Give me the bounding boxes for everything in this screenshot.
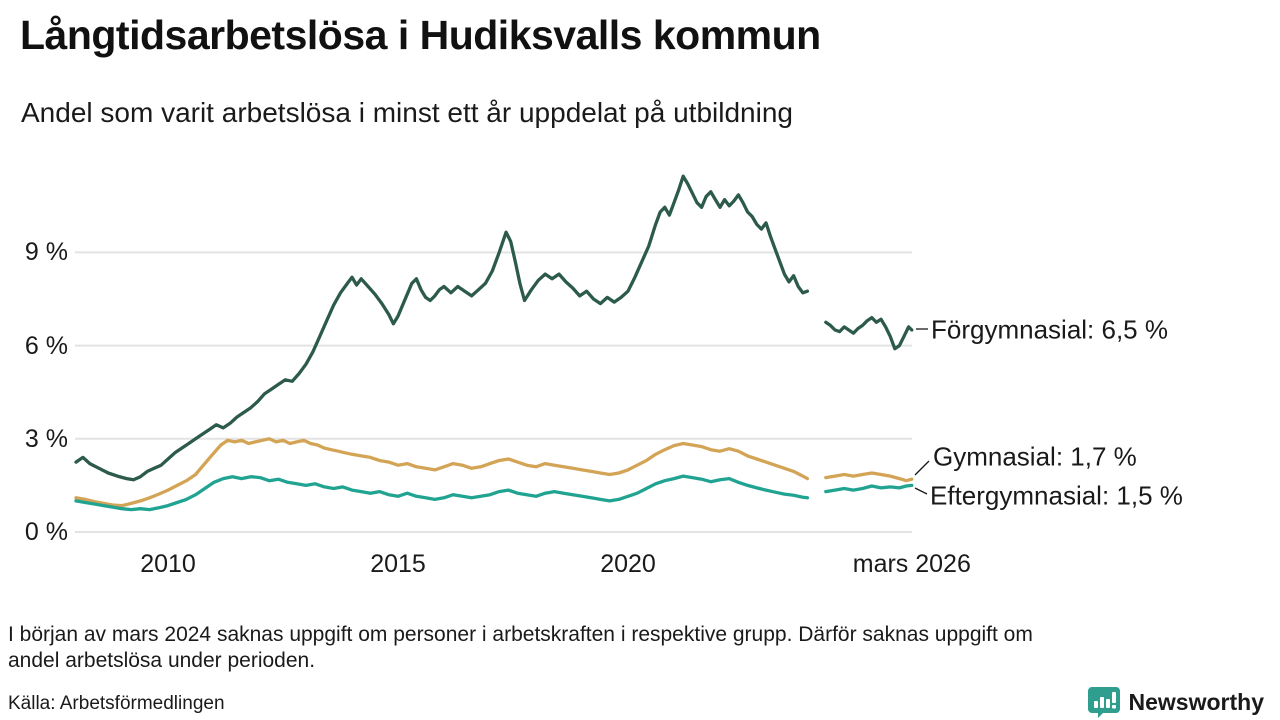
- page-subtitle: Andel som varit arbetslösa i minst ett å…: [21, 97, 793, 128]
- page-title: Långtidsarbetslösa i Hudiksvalls kommun: [20, 12, 821, 58]
- annotation-connector: [914, 487, 928, 495]
- chart-footnote: I början av mars 2024 saknas uppgift om …: [8, 622, 1033, 674]
- series-line-eftergymnasial: [824, 483, 914, 494]
- y-axis-tick-label: 0 %: [24, 518, 68, 546]
- source-note: Källa: Arbetsförmedlingen: [8, 693, 225, 714]
- series-label-förgymnasial: Förgymnasial: 6,5 %: [931, 314, 1168, 345]
- series-line-gymnasial: [74, 437, 810, 508]
- series-line-förgymnasial: [74, 174, 810, 482]
- x-axis-tick-label: 2010: [140, 550, 196, 578]
- newsworthy-logo-text: Newsworthy: [1128, 688, 1264, 715]
- x-axis-tick-label: mars 2026: [852, 550, 971, 578]
- series-label-gymnasial: Gymnasial: 1,7 %: [933, 441, 1137, 472]
- newsworthy-logo: Newsworthy: [1087, 686, 1264, 718]
- series-line-förgymnasial: [824, 315, 914, 351]
- series-line-eftergymnasial: [74, 474, 810, 512]
- y-axis-tick-label: 6 %: [24, 331, 68, 360]
- series-line-gymnasial: [824, 471, 914, 483]
- x-axis-tick-label: 2015: [370, 550, 426, 578]
- annotation-connector: [914, 460, 930, 476]
- series-label-eftergymnasial: Eftergymnasial: 1,5 %: [930, 480, 1183, 511]
- footnote-line-1: I början av mars 2024 saknas uppgift om …: [8, 623, 1033, 646]
- x-axis-tick-label: 2020: [600, 550, 656, 578]
- y-axis-tick-label: 3 %: [24, 424, 68, 453]
- y-axis-tick-label: 9 %: [24, 238, 68, 267]
- footnote-line-2: andel arbetslösa under perioden.: [8, 649, 316, 672]
- newsworthy-logo-icon: [1087, 687, 1120, 718]
